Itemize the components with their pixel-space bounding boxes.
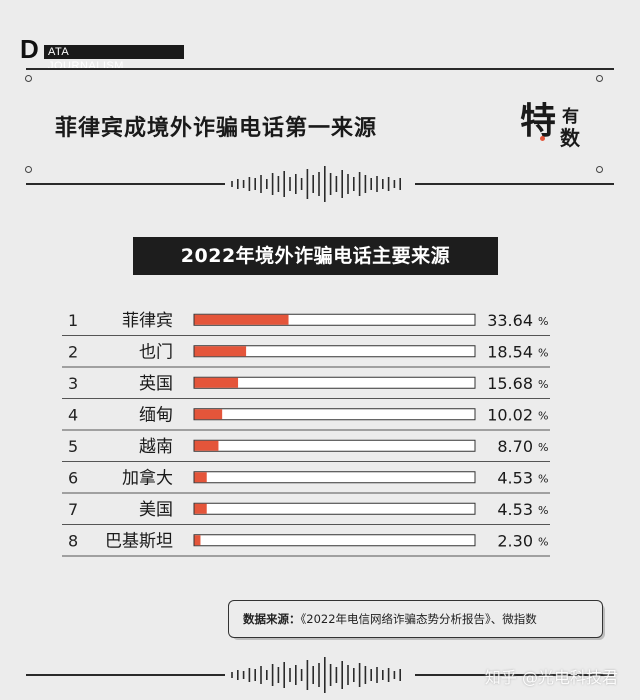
value-label: 10.02 (487, 405, 533, 424)
category-label: 加拿大 (122, 467, 173, 488)
value-label: 4.53 (497, 500, 533, 519)
bar-chart: 1 菲律宾 33.64 % 2 也门 18.54 % 3 英国 15.68 % 4 缅甸 10.02 % 5 越南… (62, 311, 550, 557)
chart-title-box: 2022年境外诈骗电话主要来源 (133, 237, 498, 275)
unit-label: % (538, 472, 548, 485)
rank-label: 6 (68, 468, 78, 487)
bar (194, 409, 223, 420)
bar-track (193, 408, 476, 421)
brand-letter: D (20, 34, 39, 64)
brand-bar (44, 45, 184, 59)
bar (194, 535, 201, 546)
waveform-divider-bottom (26, 657, 614, 693)
unit-label: % (538, 535, 548, 548)
site-logo: 特 有 数 (520, 100, 590, 150)
watermark: 知乎 @光电科技君 (484, 668, 618, 687)
unit-label: % (538, 346, 548, 359)
bar-track (193, 502, 476, 515)
category-label: 英国 (139, 374, 173, 394)
brand-text: ATA JOURNALISM (48, 46, 124, 72)
rank-label: 2 (68, 342, 78, 361)
logo-char-main: 特 (520, 101, 557, 142)
unit-label: % (538, 504, 548, 517)
value-label: 8.70 (497, 437, 533, 456)
value-label: 4.53 (497, 468, 533, 487)
bar-track (193, 345, 476, 358)
unit-label: % (538, 409, 548, 422)
bar (194, 440, 219, 451)
unit-label: % (538, 441, 548, 454)
unit-label: % (538, 315, 548, 328)
source-box: 数据来源：《2022年电信网络诈骗态势分析报告》、微指数 (228, 600, 603, 638)
chart-title: 2022年境外诈骗电话主要来源 (180, 245, 451, 267)
bar (194, 314, 289, 325)
source-value: 《2022年电信网络诈骗态势分析报告》、微指数 (300, 612, 537, 626)
category-label: 巴基斯坦 (105, 531, 173, 551)
source-label: 数据来源： (243, 612, 301, 626)
rank-label: 4 (68, 405, 78, 424)
value-label: 15.68 (487, 374, 533, 393)
rank-label: 3 (68, 374, 78, 393)
rank-label: 7 (68, 500, 78, 519)
corner-dot (596, 75, 603, 82)
bar-track (193, 376, 476, 389)
bar-track (193, 471, 476, 484)
logo-char-bottom: 数 (560, 126, 580, 150)
bar (194, 503, 207, 514)
bar-track (193, 313, 476, 326)
top-divider (26, 68, 614, 70)
bar (194, 472, 207, 483)
category-label: 菲律宾 (122, 311, 173, 331)
category-label: 缅甸 (139, 405, 173, 425)
rank-label: 8 (68, 531, 78, 550)
value-label: 2.30 (497, 531, 533, 550)
bar (194, 346, 247, 357)
corner-dot (25, 75, 32, 82)
logo-char-top: 有 (562, 107, 579, 127)
unit-label: % (538, 378, 548, 391)
bar-track (193, 534, 476, 547)
category-label: 也门 (139, 342, 173, 362)
rank-label: 1 (68, 311, 78, 330)
rank-label: 5 (68, 437, 78, 456)
value-label: 18.54 (487, 342, 533, 361)
value-label: 33.64 (487, 311, 533, 330)
corner-dot (25, 166, 32, 173)
page-title: 菲律宾成境外诈骗电话第一来源 (55, 116, 378, 141)
category-label: 美国 (139, 500, 173, 520)
bar (194, 377, 239, 388)
waveform-divider-top (26, 166, 614, 202)
corner-dot (596, 166, 603, 173)
source-text: 数据来源：《2022年电信网络诈骗态势分析报告》、微指数 (243, 601, 537, 637)
bar-track (193, 439, 476, 452)
logo-dot (540, 136, 545, 141)
category-label: 越南 (139, 437, 173, 457)
